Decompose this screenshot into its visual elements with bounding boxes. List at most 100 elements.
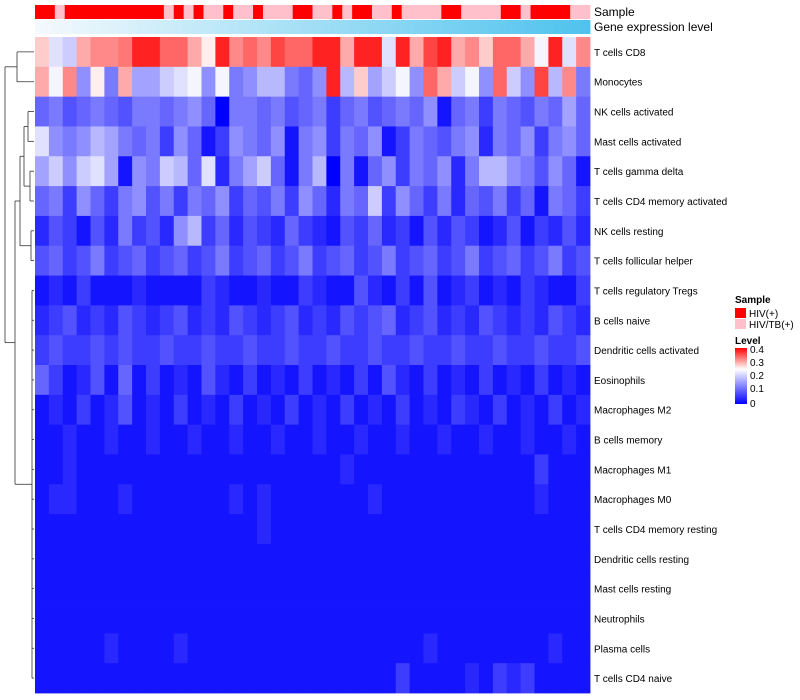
heatmap-cell	[368, 543, 383, 575]
heatmap-cell	[284, 215, 300, 247]
heatmap-cell	[298, 454, 313, 485]
heatmap-cell	[354, 663, 369, 694]
heatmap-cell	[62, 186, 78, 217]
heatmap-cell	[173, 424, 189, 455]
heatmap-cell	[104, 424, 119, 455]
heatmap-cell	[340, 186, 355, 217]
heatmap-cell	[506, 603, 522, 634]
heatmap-cell	[395, 186, 411, 217]
heatmap-cell	[104, 335, 119, 366]
heatmap-cell	[159, 633, 175, 664]
heatmap-cell	[229, 37, 244, 68]
heatmap-cell	[479, 484, 494, 515]
heatmap-cell	[492, 573, 508, 604]
heatmap-cell	[409, 663, 424, 694]
heatmap-cell	[368, 365, 383, 396]
heatmap-cell	[76, 365, 91, 396]
heatmap-cell	[201, 335, 216, 366]
heatmap-cell	[118, 215, 133, 247]
heatmap-cell	[35, 126, 50, 157]
heatmap-cell	[492, 424, 508, 455]
heatmap-cells	[35, 37, 591, 694]
heatmap-cell	[465, 514, 480, 545]
heatmap-cell	[76, 573, 91, 604]
sample-annotation-cell	[94, 5, 105, 19]
heatmap-cell	[90, 245, 105, 276]
heatmap-cell	[284, 573, 300, 604]
heatmap-cell	[326, 484, 341, 515]
legend-level-title: Level	[735, 336, 761, 347]
sample-annotation-cell	[510, 5, 522, 19]
heatmap-cell	[62, 335, 78, 366]
heatmap-cell	[354, 335, 369, 366]
heatmap-cell	[492, 96, 508, 127]
heatmap-cell	[159, 305, 175, 336]
heatmap-cell	[492, 603, 508, 634]
sample-annotation-cell	[173, 5, 185, 19]
heatmap-cell	[187, 573, 202, 604]
heatmap-cell	[576, 126, 591, 157]
heatmap-cell	[146, 186, 161, 217]
expression-annotation-cell	[368, 20, 378, 34]
heatmap-cell	[520, 424, 535, 455]
heatmap-cell	[492, 335, 508, 366]
heatmap-cell	[492, 66, 508, 98]
sample-annotation-cell	[183, 5, 194, 19]
heatmap-cell	[520, 96, 535, 127]
heatmap-cell	[35, 305, 50, 336]
heatmap-cell	[465, 573, 480, 604]
heatmap-cell	[506, 215, 522, 247]
heatmap-cell	[520, 394, 535, 426]
heatmap-cell	[243, 275, 258, 306]
heatmap-cell	[465, 424, 480, 455]
heatmap-cell	[201, 96, 216, 127]
heatmap-cell	[76, 96, 91, 127]
heatmap-cell	[159, 66, 175, 98]
heatmap-cell	[520, 633, 535, 664]
heatmap-cell	[562, 275, 577, 306]
heatmap-cell	[132, 275, 147, 306]
heatmap-cell	[520, 37, 535, 68]
heatmap-cell	[270, 96, 286, 127]
heatmap-cell	[62, 156, 78, 187]
heatmap-cell	[132, 305, 147, 336]
heatmap-cell	[104, 543, 119, 575]
heatmap-cell	[146, 543, 161, 575]
heatmap-cell	[215, 96, 230, 127]
heatmap-cell	[104, 514, 119, 545]
heatmap-cell	[48, 37, 64, 68]
heatmap-cell	[562, 66, 577, 98]
heatmap-cell	[409, 126, 424, 157]
heatmap-cell	[354, 424, 369, 455]
heatmap-cell	[534, 245, 549, 276]
expression-annotation-cell	[81, 20, 91, 34]
expression-annotation-cell	[479, 20, 489, 34]
heatmap-cell	[201, 215, 216, 247]
heatmap-cell	[423, 365, 438, 396]
row-label: T cells CD8	[594, 48, 646, 59]
heatmap-cell	[284, 66, 300, 98]
heatmap-cell	[284, 365, 300, 396]
heatmap-cell	[465, 663, 480, 694]
legend-tick-0-3: 0.3	[750, 358, 764, 369]
heatmap-cell	[76, 245, 91, 276]
expression-annotation-cell	[331, 20, 341, 34]
heatmap-cell	[173, 603, 189, 634]
heatmap-cell	[35, 335, 50, 366]
heatmap-cell	[368, 215, 383, 247]
heatmap-cell	[506, 394, 522, 426]
row-label: Macrophages M0	[594, 495, 672, 506]
heatmap-cell	[492, 186, 508, 217]
heatmap-cell	[62, 394, 78, 426]
heatmap-cell	[423, 484, 438, 515]
heatmap-cell	[492, 633, 508, 664]
heatmap-cell	[284, 186, 300, 217]
heatmap-cell	[451, 126, 466, 157]
heatmap-cell	[62, 663, 78, 694]
heatmap-cell	[132, 424, 147, 455]
sample-annotation-cell	[411, 5, 422, 19]
heatmap-cell	[451, 663, 466, 694]
heatmap-cell	[409, 156, 424, 187]
heatmap-cell	[229, 96, 244, 127]
heatmap-cell	[340, 663, 355, 694]
